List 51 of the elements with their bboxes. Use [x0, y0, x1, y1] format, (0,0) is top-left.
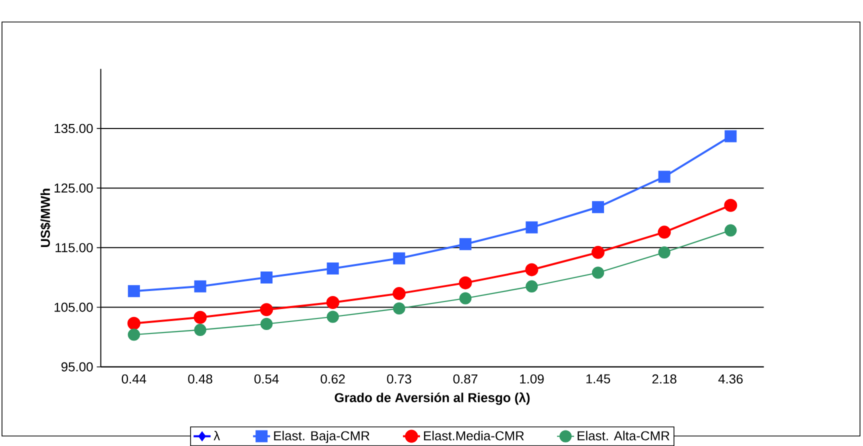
point	[458, 276, 472, 290]
point	[260, 318, 273, 330]
point	[724, 198, 738, 212]
point	[260, 271, 273, 284]
y-tick-label: 135.00	[54, 124, 93, 133]
point	[526, 280, 538, 292]
y-axis-title: US$/MWh	[40, 188, 51, 247]
y-tick-label: 95.00	[61, 362, 93, 372]
point	[326, 262, 339, 274]
legend-label: Elast. Alta-CMR	[578, 430, 670, 440]
legend-label: λ	[214, 430, 220, 440]
point	[194, 310, 207, 324]
point	[127, 316, 140, 330]
x-tick-label: 0.73	[387, 374, 412, 384]
x-tick-label: 0.87	[453, 374, 478, 384]
point	[724, 130, 737, 142]
point	[128, 285, 140, 298]
x-tick-label: 0.62	[320, 374, 345, 384]
x-tick-label: 0.44	[122, 374, 146, 384]
point	[592, 246, 605, 259]
point	[326, 310, 339, 323]
point	[525, 263, 538, 276]
point	[393, 302, 406, 314]
point	[526, 221, 538, 234]
x-tick-label: 1.09	[520, 374, 544, 384]
x-tick-label: 0.54	[254, 374, 279, 384]
point	[392, 286, 406, 300]
point	[194, 324, 206, 336]
y-tick-label: 115.00	[56, 243, 93, 252]
point	[592, 201, 604, 214]
x-tick-label: 2.18	[652, 374, 676, 384]
point	[592, 266, 604, 279]
legend-label: Elast. Baja-CMR	[274, 430, 370, 443]
point	[658, 170, 670, 183]
point	[459, 238, 472, 250]
point	[658, 226, 671, 239]
point	[326, 296, 340, 309]
y-tick-label: 105.00	[54, 302, 93, 312]
point	[393, 252, 406, 264]
x-tick-label: 4.36	[718, 374, 743, 384]
y-tick-label: 125.00	[54, 183, 93, 193]
x-tick-label: 1.45	[586, 374, 610, 384]
legend-label: Elast.Media-CMR	[424, 430, 524, 440]
point	[194, 280, 206, 292]
point	[658, 246, 670, 258]
point	[128, 328, 140, 341]
point	[260, 303, 274, 316]
x-tick-label: 0.48	[188, 374, 212, 384]
point	[724, 224, 737, 236]
x-axis-title: Grado de Aversión al Riesgo (λ)	[334, 392, 530, 405]
point	[459, 292, 472, 304]
